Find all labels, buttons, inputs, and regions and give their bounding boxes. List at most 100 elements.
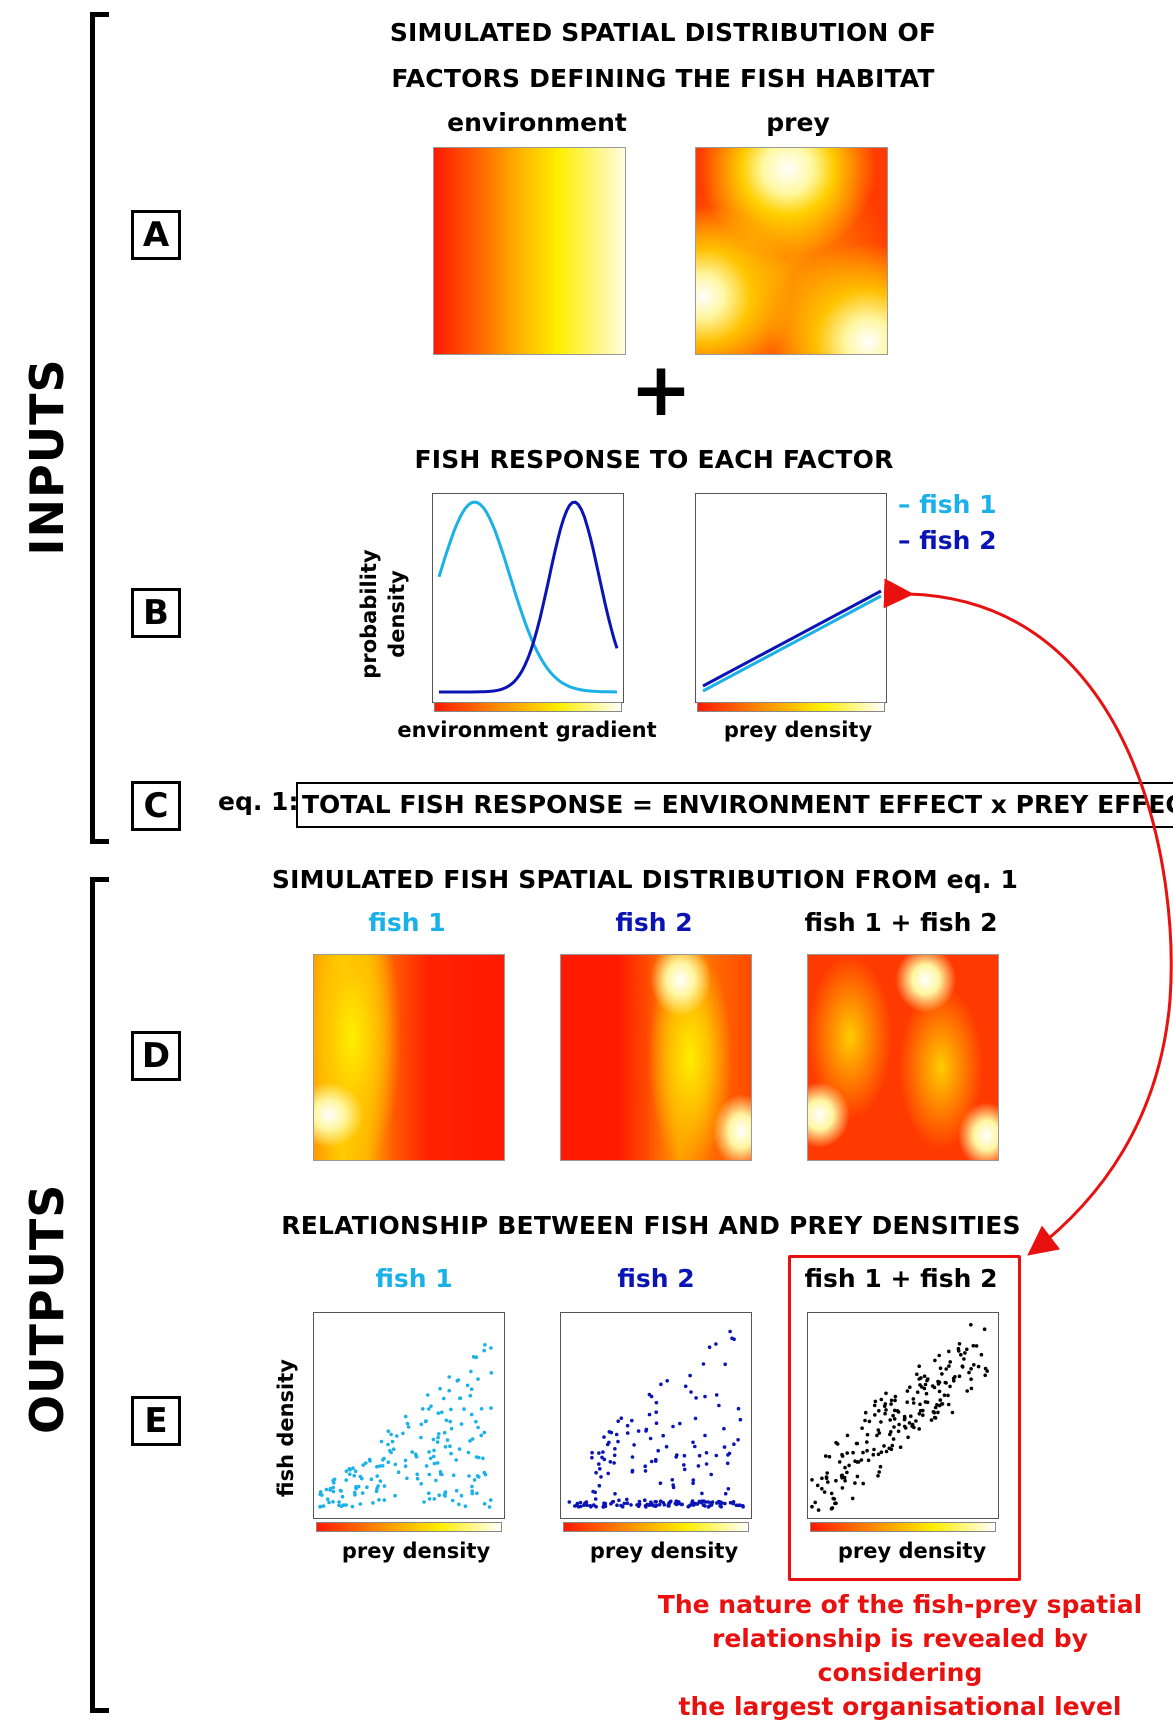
fish-1-point [470, 1484, 474, 1489]
fish-combined-point [816, 1508, 821, 1512]
fish-2-point [704, 1462, 709, 1466]
fish-2-point [697, 1499, 702, 1504]
panel-b-title: FISH RESPONSE TO EACH FACTOR [414, 445, 894, 474]
fish-1-point [454, 1458, 458, 1462]
fish-2-point [625, 1497, 629, 1502]
fish-2-point [625, 1501, 630, 1505]
fish-2-point [643, 1469, 648, 1473]
fish-1-point [405, 1476, 409, 1481]
fish-2-point [717, 1403, 721, 1408]
fish-combined-point [917, 1427, 921, 1431]
fish-1-point [405, 1421, 410, 1426]
fish-combined-point [947, 1349, 951, 1354]
fish-2-point [718, 1504, 722, 1508]
prey-density-colorbar-e3 [810, 1522, 996, 1532]
fish-combined-point [969, 1377, 973, 1381]
fish-2-point [725, 1461, 730, 1466]
fish-2-point [630, 1418, 634, 1423]
fish-combined-point [936, 1382, 941, 1386]
environment-map [433, 147, 626, 355]
fish-combined-point [918, 1402, 922, 1407]
fish-combined-point [892, 1408, 897, 1413]
panel-letter-a: A [131, 210, 181, 260]
environment-gradient-colorbar [434, 702, 622, 712]
fish-2-point [608, 1460, 613, 1464]
fish-1-point [472, 1478, 477, 1482]
fish-1-point [379, 1439, 384, 1444]
fish-1-point [353, 1469, 358, 1473]
fish-combined-point [893, 1394, 898, 1399]
fish-1-point [340, 1494, 345, 1499]
fish-1-point [356, 1484, 361, 1489]
fish-2-point [620, 1505, 625, 1509]
fish-1-point [360, 1491, 365, 1495]
fish-combined-point [889, 1402, 893, 1406]
fish-1-point [469, 1369, 473, 1374]
fish-2-point [601, 1450, 605, 1454]
fish-combined-point [865, 1432, 870, 1437]
panel-letter-e: E [131, 1396, 181, 1446]
fish-1-point [432, 1454, 436, 1459]
fish-2-point [656, 1448, 660, 1453]
fish-1-point [482, 1348, 486, 1353]
fish-2-point [686, 1504, 691, 1509]
fish-1-point [369, 1477, 374, 1481]
fish-1-point [419, 1435, 423, 1440]
fish-1-point [450, 1498, 455, 1503]
fish-combined-point [963, 1351, 967, 1355]
fish-combined-point [884, 1391, 888, 1396]
fish-combined-point [840, 1475, 844, 1480]
fish-1-point [449, 1426, 454, 1431]
fish-combined-point [924, 1391, 929, 1396]
fish-2-point [597, 1462, 601, 1466]
fish-combined-point [961, 1365, 965, 1369]
fish-2-point [645, 1502, 649, 1507]
fish-1-point [413, 1452, 418, 1456]
fish-1-point [368, 1459, 372, 1463]
fish-2-point [736, 1438, 740, 1442]
fish-combined-point [911, 1397, 916, 1401]
fish-2-point [602, 1457, 607, 1462]
fish-1-point [434, 1478, 438, 1483]
fish-combined-point [937, 1403, 942, 1408]
fish-1-point [443, 1445, 448, 1449]
fish-1-point [427, 1450, 431, 1454]
fish-combined-plot-label: fish 1 + fish 2 [804, 1264, 998, 1293]
fish-1-point [339, 1504, 344, 1508]
fish-1-point [489, 1346, 493, 1350]
fish-2-point [682, 1453, 687, 1458]
fish-combined-point [921, 1413, 925, 1417]
fish-2-point [644, 1429, 648, 1433]
fish-combined-point [879, 1397, 884, 1402]
fish-1-point [436, 1435, 440, 1440]
panel-letter-b: B [131, 588, 181, 638]
fish-combined-scatter-points [810, 1323, 989, 1512]
fish-1-point [354, 1486, 358, 1491]
fish-combined-point [876, 1428, 881, 1432]
fish-2-point [678, 1421, 682, 1426]
fish-1-point [463, 1504, 468, 1508]
fish-2-point [588, 1504, 593, 1508]
fish-2-point [706, 1500, 711, 1504]
fish-combined-point [933, 1416, 938, 1420]
fish-combined-point [891, 1437, 896, 1441]
fish-1-point [470, 1491, 475, 1496]
panel-b-ylabel-line1: probability [357, 549, 381, 679]
fish-1-point [396, 1470, 401, 1474]
fish-2-point [701, 1362, 706, 1366]
fish-1-point [318, 1504, 323, 1509]
fish-combined-point [845, 1451, 849, 1455]
fish-combined-point [820, 1476, 824, 1481]
fish-combined-point [829, 1506, 834, 1511]
fish-2-point [659, 1382, 663, 1387]
outputs-bracket [90, 877, 109, 1713]
fish-combined-point [974, 1344, 979, 1348]
fish-2-point [643, 1464, 647, 1468]
fish-combined-point [896, 1429, 901, 1434]
fish-combined-point [967, 1370, 971, 1375]
legend-fish-2: – fish 2 [898, 526, 997, 555]
fish-combined-point [882, 1444, 886, 1448]
fish-1-point [467, 1474, 471, 1478]
equation-box: TOTAL FISH RESPONSE = ENVIRONMENT EFFECT… [296, 782, 1173, 828]
fish-combined-point [883, 1411, 887, 1416]
